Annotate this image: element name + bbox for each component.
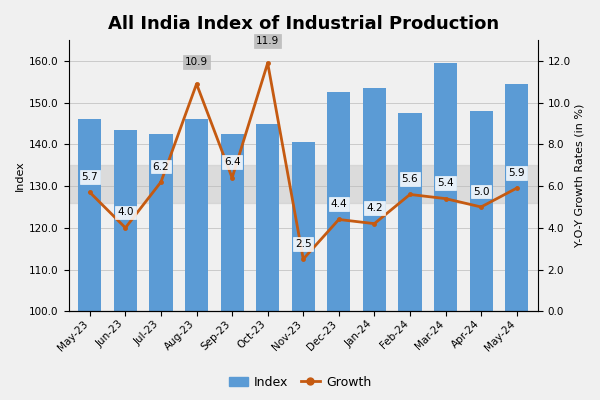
Growth <box>478 204 485 209</box>
Growth <box>122 226 129 230</box>
Bar <box>256 124 279 400</box>
Growth <box>229 175 236 180</box>
Text: 5.4: 5.4 <box>437 178 454 188</box>
Bar <box>505 84 528 400</box>
Bar <box>470 111 493 400</box>
Text: 4.0: 4.0 <box>117 207 134 217</box>
Line: Growth: Growth <box>88 61 519 262</box>
Bar <box>149 134 173 400</box>
Text: 4.2: 4.2 <box>366 203 383 213</box>
Growth <box>299 257 307 262</box>
Growth <box>193 82 200 86</box>
Title: All India Index of Industrial Production: All India Index of Industrial Production <box>107 15 499 33</box>
Bar <box>398 113 422 400</box>
Bar <box>68 165 538 203</box>
Text: 5.7: 5.7 <box>82 172 98 182</box>
Growth <box>406 192 413 197</box>
Bar <box>114 130 137 400</box>
Growth <box>264 61 271 66</box>
Text: 5.9: 5.9 <box>508 168 525 178</box>
Bar <box>434 63 457 400</box>
Text: 6.4: 6.4 <box>224 157 241 167</box>
Growth <box>86 190 94 195</box>
Growth <box>371 221 378 226</box>
Text: 6.2: 6.2 <box>152 162 169 172</box>
Y-axis label: Index: Index <box>15 160 25 191</box>
Bar <box>185 119 208 400</box>
Text: 5.0: 5.0 <box>473 186 490 196</box>
Growth <box>442 196 449 201</box>
Text: 5.6: 5.6 <box>401 174 418 184</box>
Bar <box>78 119 101 400</box>
Legend: Index, Growth: Index, Growth <box>224 371 376 394</box>
Bar <box>221 134 244 400</box>
Y-axis label: Y-O-Y Growth Rates (in %): Y-O-Y Growth Rates (in %) <box>575 104 585 247</box>
Text: 2.5: 2.5 <box>295 239 311 249</box>
Growth <box>335 217 343 222</box>
Bar <box>327 92 350 400</box>
Bar <box>363 88 386 400</box>
Text: 10.9: 10.9 <box>185 57 208 67</box>
Bar <box>292 142 315 400</box>
Growth <box>513 186 520 190</box>
Text: 4.4: 4.4 <box>331 199 347 209</box>
Growth <box>157 180 164 184</box>
Text: 11.9: 11.9 <box>256 36 280 46</box>
